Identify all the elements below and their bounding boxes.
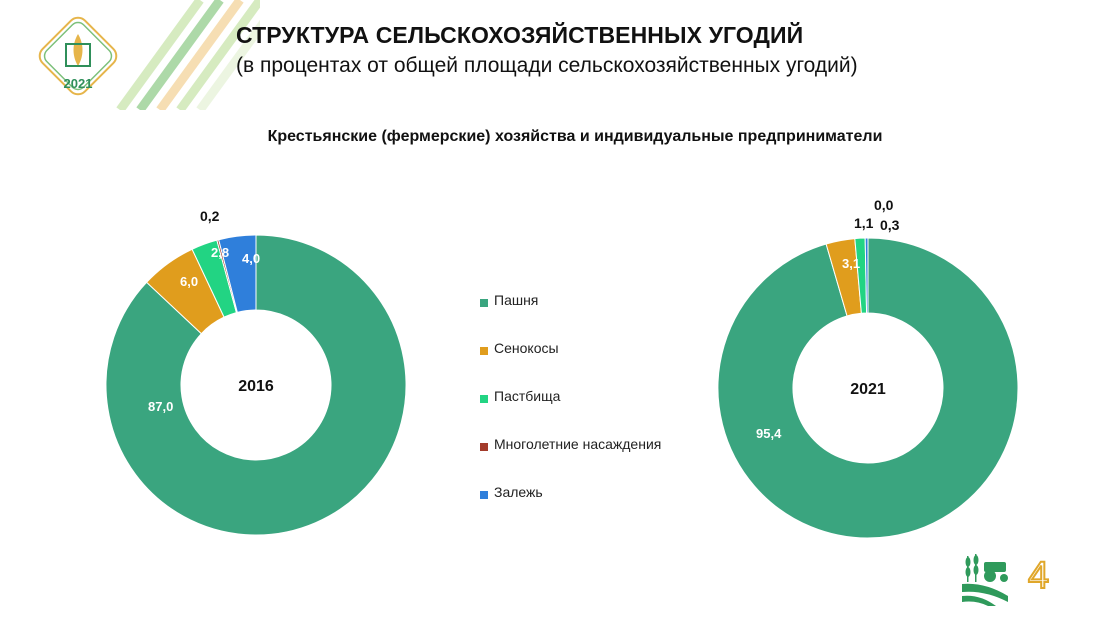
legend-label: Сенокосы [494,340,559,356]
center-label-2021: 2021 [850,381,886,398]
legend-item: Пастбища [480,378,661,426]
data-label-2016-2: 2,8 [211,245,229,260]
page-subtitle: (в процентах от общей площади сельскохоз… [236,54,858,77]
slice-2016-4 [218,234,257,313]
legend-label: Пастбища [494,388,561,404]
slice-2016-0 [105,234,407,536]
slice-2021-0 [717,237,1019,539]
data-label-2016-0: 87,0 [148,399,173,414]
page-number: 4 [1028,555,1049,597]
legend-item: Сенокосы [480,330,661,378]
chart-subtitle: Крестьянские (фермерские) хозяйства и ин… [267,128,883,145]
legend-swatch [480,395,488,403]
page-title: СТРУКТУРА СЕЛЬСКОХОЗЯЙСТВЕННЫХ УГОДИЙ [236,22,804,48]
center-label-2016: 2016 [238,378,274,395]
logo-year: 2021 [64,76,93,91]
data-label-2021-0: 95,4 [756,426,782,441]
legend-swatch [480,443,488,451]
legend-label: Залежь [494,484,543,500]
tractor-icon [984,562,1008,582]
legend-swatch [480,347,488,355]
data-label-2021-3: 0,0 [874,197,894,213]
agriculture-emblem: 4 [962,554,1050,606]
wheat-icon [965,554,979,582]
legend-label: Пашня [494,292,539,308]
legend-item: Многолетние насаждения [480,426,661,474]
data-label-2021-2: 1,1 [854,215,874,231]
legend-item: Залежь [480,474,661,522]
census-logo: 2021 [26,4,130,108]
data-label-2021-4: 0,3 [880,217,900,233]
chart-legend: Пашня Сенокосы Пастбища Многолетние насажде… [480,282,661,522]
data-label-2016-3: 0,2 [200,208,220,224]
data-label-2021-1: 3,1 [842,256,860,271]
data-label-2016-1: 6,0 [180,274,198,289]
legend-label: Многолетние насаждения [494,436,662,452]
legend-swatch [480,491,488,499]
data-label-2016-4: 4,0 [242,251,260,266]
header-stripes [116,0,260,110]
field-icon [962,583,1008,606]
legend-swatch [480,299,488,307]
legend-item: Пашня [480,282,661,330]
slice-2021-4 [864,237,869,314]
